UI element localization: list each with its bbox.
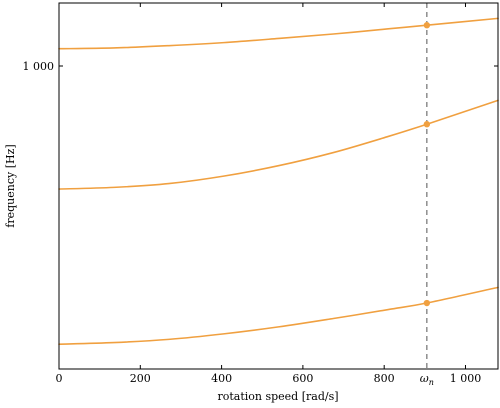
x-tick-label: 600: [292, 372, 313, 385]
reference-line-label: ωn: [420, 372, 434, 387]
x-tick-label: 400: [211, 372, 232, 385]
x-tick-label: 800: [374, 372, 395, 385]
x-tick-label: 1 000: [450, 372, 482, 385]
x-axis-label: rotation speed [rad/s]: [217, 390, 338, 403]
data-point-marker-1: [423, 22, 431, 29]
data-point-marker-2: [423, 121, 431, 128]
y-axis-label: frequency [Hz]: [4, 144, 17, 227]
series-line-1: [58, 17, 499, 50]
data-point-marker-3: [423, 299, 431, 307]
series-line-3: [58, 286, 499, 345]
x-tick-label: 0: [56, 372, 63, 385]
series-line-2: [58, 99, 499, 190]
plot-frame: [58, 2, 499, 370]
y-tick-label: 1 000: [23, 60, 55, 73]
x-tick-label: 200: [130, 372, 151, 385]
